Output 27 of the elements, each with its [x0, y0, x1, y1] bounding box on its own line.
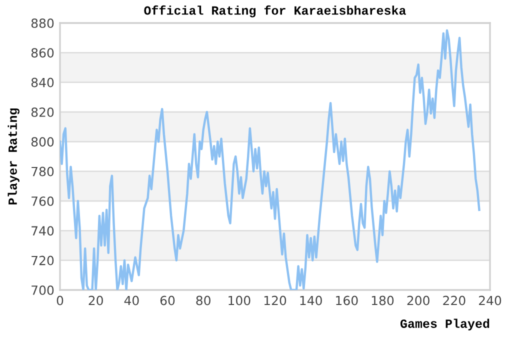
x-tick-label: 0: [56, 296, 64, 306]
y-tick-label: 820: [31, 107, 54, 117]
x-tick-label: 220: [443, 296, 466, 306]
x-tick-label: 160: [336, 296, 358, 306]
y-axis-title: Player Rating: [8, 108, 20, 204]
y-tick-label: 760: [32, 196, 54, 206]
x-tick-label: 60: [160, 296, 175, 306]
chart-title: Official Rating for Karaeisbhareska: [144, 5, 406, 18]
x-tick-label: 20: [88, 296, 103, 306]
y-tick-label: 700: [32, 285, 54, 295]
x-tick-label: 40: [124, 296, 139, 306]
x-axis-title: Games Played: [400, 318, 490, 330]
x-tick-label: 240: [478, 296, 502, 306]
x-tick-label: 120: [264, 296, 286, 306]
y-tick-label: 800: [31, 137, 54, 147]
y-tick-label: 740: [32, 226, 54, 236]
line-series: [60, 29, 480, 290]
y-tick-label: 720: [32, 256, 54, 266]
x-tick-label: 80: [196, 296, 210, 306]
x-tick-label: 180: [372, 296, 394, 306]
x-tick-label: 140: [300, 296, 322, 306]
x-tick-label: 100: [228, 296, 250, 306]
y-tick-label: 860: [31, 48, 54, 58]
y-tick-label: 880: [31, 18, 54, 28]
y-tick-label: 840: [31, 78, 54, 88]
x-tick-label: 200: [407, 296, 430, 306]
y-tick-label: 780: [32, 166, 54, 176]
